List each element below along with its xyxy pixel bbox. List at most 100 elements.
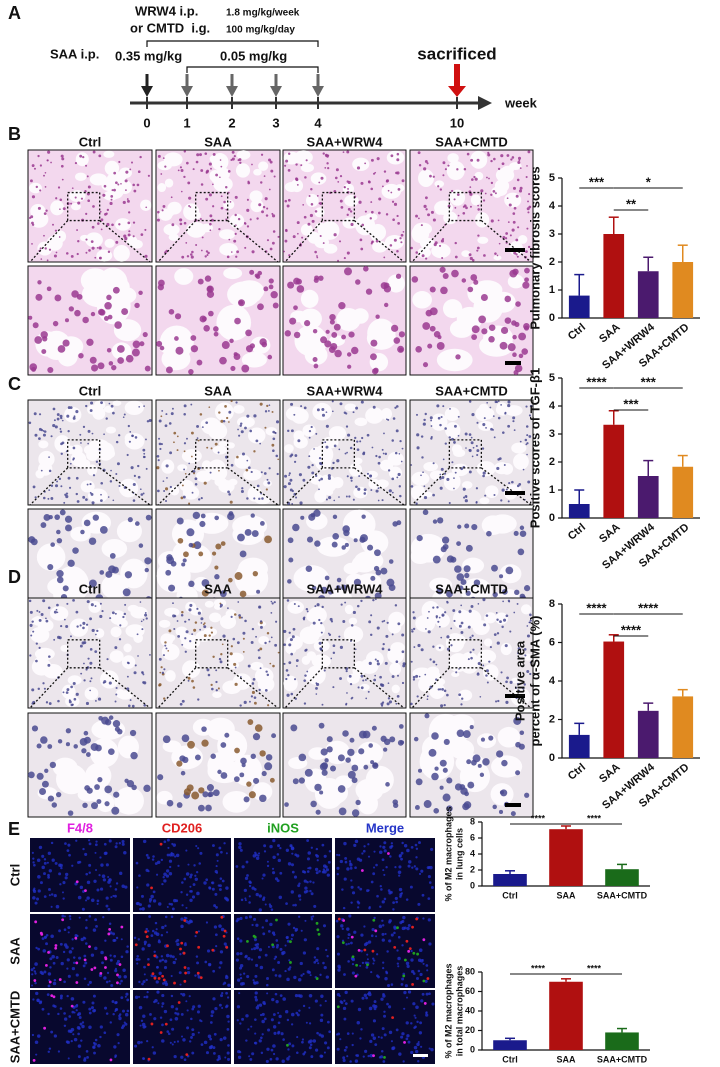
dapi-nucleus	[105, 863, 109, 867]
nucleus	[194, 754, 201, 761]
dapi-nucleus	[277, 844, 281, 848]
saa-label: SAA i.p.	[50, 46, 99, 61]
alveolus	[165, 670, 176, 682]
nucleus	[97, 222, 100, 225]
nucleus	[144, 613, 148, 617]
stained-cell	[99, 971, 103, 975]
stained-cell	[363, 948, 367, 952]
alveolus	[94, 628, 105, 638]
nucleus	[514, 686, 518, 690]
stained-cell	[372, 1054, 375, 1058]
nucleus	[375, 314, 380, 319]
dapi-nucleus	[252, 979, 255, 982]
nucleus	[60, 164, 64, 168]
nucleus	[360, 534, 368, 543]
nucleus	[432, 493, 435, 497]
nucleus	[69, 406, 73, 410]
dapi-nucleus	[272, 839, 276, 843]
dapi-nucleus	[320, 1054, 324, 1058]
dapi-nucleus	[272, 871, 276, 875]
dapi-nucleus	[254, 1018, 257, 1021]
nucleus	[516, 682, 520, 685]
nucleus	[308, 436, 311, 439]
panel-label: B	[8, 124, 21, 144]
nucleus	[321, 703, 324, 706]
nucleus	[99, 210, 102, 213]
nucleus	[469, 205, 472, 208]
nucleus	[108, 748, 115, 756]
nucleus	[476, 453, 479, 457]
alveolus	[168, 233, 179, 241]
nucleus	[183, 442, 187, 445]
nucleus	[457, 214, 460, 217]
nucleus	[218, 228, 221, 231]
stained-cell	[337, 917, 341, 921]
dapi-nucleus	[262, 932, 266, 936]
nucleus	[234, 682, 238, 686]
dapi-nucleus	[382, 992, 385, 996]
nucleus	[504, 237, 508, 240]
dapi-nucleus	[249, 881, 252, 884]
dapi-nucleus	[99, 887, 104, 891]
week-label: 3	[272, 115, 279, 130]
alveolus	[208, 422, 228, 440]
dapi-nucleus	[382, 967, 385, 970]
dapi-nucleus	[43, 872, 46, 876]
dapi-nucleus	[67, 1057, 70, 1060]
fluorescence-image	[335, 990, 435, 1064]
nucleus	[90, 743, 99, 751]
nucleus	[513, 251, 517, 255]
nucleus	[397, 472, 401, 477]
nucleus	[206, 784, 214, 792]
nucleus	[472, 648, 475, 651]
nucleus	[311, 471, 315, 475]
stained-cell	[58, 978, 62, 981]
nucleus	[145, 438, 147, 441]
y-axis-label: Pulmonary fibrosis scores	[527, 166, 542, 329]
dapi-nucleus	[125, 950, 129, 954]
nucleus	[466, 759, 472, 765]
nucleus	[220, 206, 224, 210]
nucleus	[382, 642, 385, 646]
dapi-nucleus	[45, 933, 49, 937]
dapi-nucleus	[243, 888, 247, 893]
nucleus	[109, 201, 113, 206]
nucleus	[283, 643, 287, 646]
dapi-nucleus	[297, 977, 302, 982]
nucleus	[376, 659, 379, 663]
stained-cell	[372, 918, 376, 922]
nucleus	[411, 628, 413, 631]
nucleus	[397, 345, 405, 353]
dapi-nucleus	[396, 949, 399, 952]
x-tick-label: Ctrl	[566, 321, 588, 342]
dapi-nucleus	[195, 844, 198, 848]
nucleus	[246, 414, 250, 418]
nucleus	[31, 223, 35, 226]
dapi-nucleus	[289, 844, 293, 848]
nucleus	[381, 185, 384, 188]
nucleus	[465, 447, 467, 449]
nucleus	[488, 177, 490, 180]
dapi-nucleus	[66, 849, 70, 852]
nucleus	[509, 630, 512, 633]
bar	[568, 295, 590, 318]
dapi-nucleus	[226, 1057, 231, 1061]
nucleus	[376, 626, 380, 630]
nucleus	[112, 499, 115, 502]
dapi-nucleus	[382, 845, 386, 849]
nucleus	[47, 744, 53, 749]
nucleus	[302, 478, 306, 482]
nucleus	[194, 483, 198, 486]
nucleus	[451, 437, 454, 441]
nucleus	[342, 620, 346, 623]
dapi-nucleus	[290, 937, 293, 941]
nucleus	[210, 167, 212, 170]
dapi-nucleus	[324, 1041, 328, 1045]
nucleus	[515, 770, 521, 776]
nucleus	[177, 169, 180, 172]
dapi-nucleus	[315, 958, 319, 963]
nucleus	[435, 616, 438, 619]
dapi-nucleus	[217, 884, 221, 887]
nucleus	[229, 652, 233, 656]
alveolus	[201, 460, 212, 471]
